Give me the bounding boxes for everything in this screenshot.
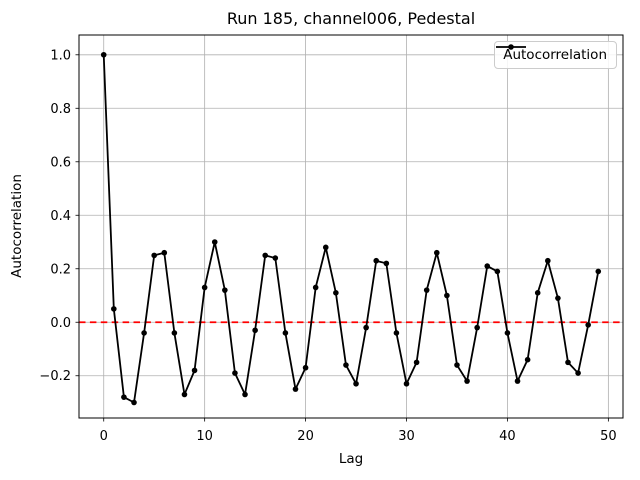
y-tick-label: 1.0 xyxy=(50,48,71,63)
data-point-marker xyxy=(504,330,511,336)
data-point-marker xyxy=(575,370,581,376)
y-tick-label: 0.6 xyxy=(50,155,71,170)
data-point-marker xyxy=(494,268,501,275)
data-point-marker xyxy=(555,295,561,301)
y-tick-label: 0.4 xyxy=(50,209,71,224)
data-point-marker xyxy=(312,284,319,291)
data-point-marker xyxy=(484,263,491,269)
data-point-marker xyxy=(534,290,541,296)
data-point-marker xyxy=(242,391,248,398)
data-point-marker xyxy=(333,290,339,296)
data-point-marker xyxy=(423,287,430,293)
data-point-marker xyxy=(222,287,228,293)
x-tick-label: 20 xyxy=(297,429,314,444)
data-point-marker xyxy=(272,255,279,261)
data-point-marker xyxy=(474,324,480,331)
y-tick-label: 0.0 xyxy=(50,316,71,331)
data-point-marker xyxy=(282,330,289,336)
data-point-marker xyxy=(565,359,571,366)
data-point-marker xyxy=(353,380,359,387)
data-point-marker xyxy=(121,394,127,400)
legend: Autocorrelation xyxy=(494,41,617,69)
x-axis-label: Lag xyxy=(338,451,364,467)
data-point-marker xyxy=(201,284,208,291)
data-point-marker xyxy=(232,370,238,376)
data-point-marker xyxy=(383,260,390,267)
data-point-marker xyxy=(464,378,470,384)
data-point-marker xyxy=(161,249,168,256)
data-point-marker xyxy=(191,367,198,374)
data-point-marker xyxy=(171,330,178,336)
data-point-marker xyxy=(151,252,157,259)
data-point-marker xyxy=(262,252,269,259)
data-point-marker xyxy=(524,356,531,363)
data-point-marker xyxy=(403,380,410,387)
x-tick-label: 40 xyxy=(499,429,516,444)
chart-title: Run 185, channel006, Pedestal xyxy=(226,9,476,28)
data-point-marker xyxy=(181,391,188,398)
data-point-marker xyxy=(514,378,521,384)
y-tick-label: 0.8 xyxy=(50,102,71,117)
y-tick-label: −0.2 xyxy=(39,369,71,384)
data-point-marker xyxy=(322,244,329,251)
data-point-marker xyxy=(585,322,591,328)
data-point-marker xyxy=(363,324,369,331)
data-point-marker xyxy=(292,386,299,392)
legend-label: Autocorrelation xyxy=(503,47,607,63)
data-point-marker xyxy=(211,239,218,245)
legend-line-sample-icon xyxy=(496,44,527,50)
x-tick-label: 30 xyxy=(398,429,415,444)
y-axis-label: Autocorrelation xyxy=(9,174,25,278)
data-point-marker xyxy=(545,257,551,264)
axes-border xyxy=(78,34,624,419)
autocorrelation-line xyxy=(102,54,600,404)
data-point-marker xyxy=(141,330,147,336)
data-point-marker xyxy=(111,306,117,312)
data-point-marker xyxy=(454,362,460,368)
data-point-marker xyxy=(131,399,137,406)
data-point-marker xyxy=(433,249,440,256)
data-point-marker xyxy=(413,359,420,366)
data-point-marker xyxy=(393,330,400,336)
y-tick-label: 0.2 xyxy=(50,262,71,277)
data-point-marker xyxy=(373,257,380,264)
data-point-marker xyxy=(302,364,309,371)
x-tick-label: 50 xyxy=(600,429,617,444)
data-point-marker xyxy=(444,292,450,299)
data-point-marker xyxy=(595,268,602,275)
data-point-marker xyxy=(343,362,349,368)
x-tick-label: 10 xyxy=(196,429,213,444)
data-point-marker xyxy=(100,51,107,58)
data-point-marker xyxy=(252,327,258,334)
x-tick-label: 0 xyxy=(100,429,108,444)
